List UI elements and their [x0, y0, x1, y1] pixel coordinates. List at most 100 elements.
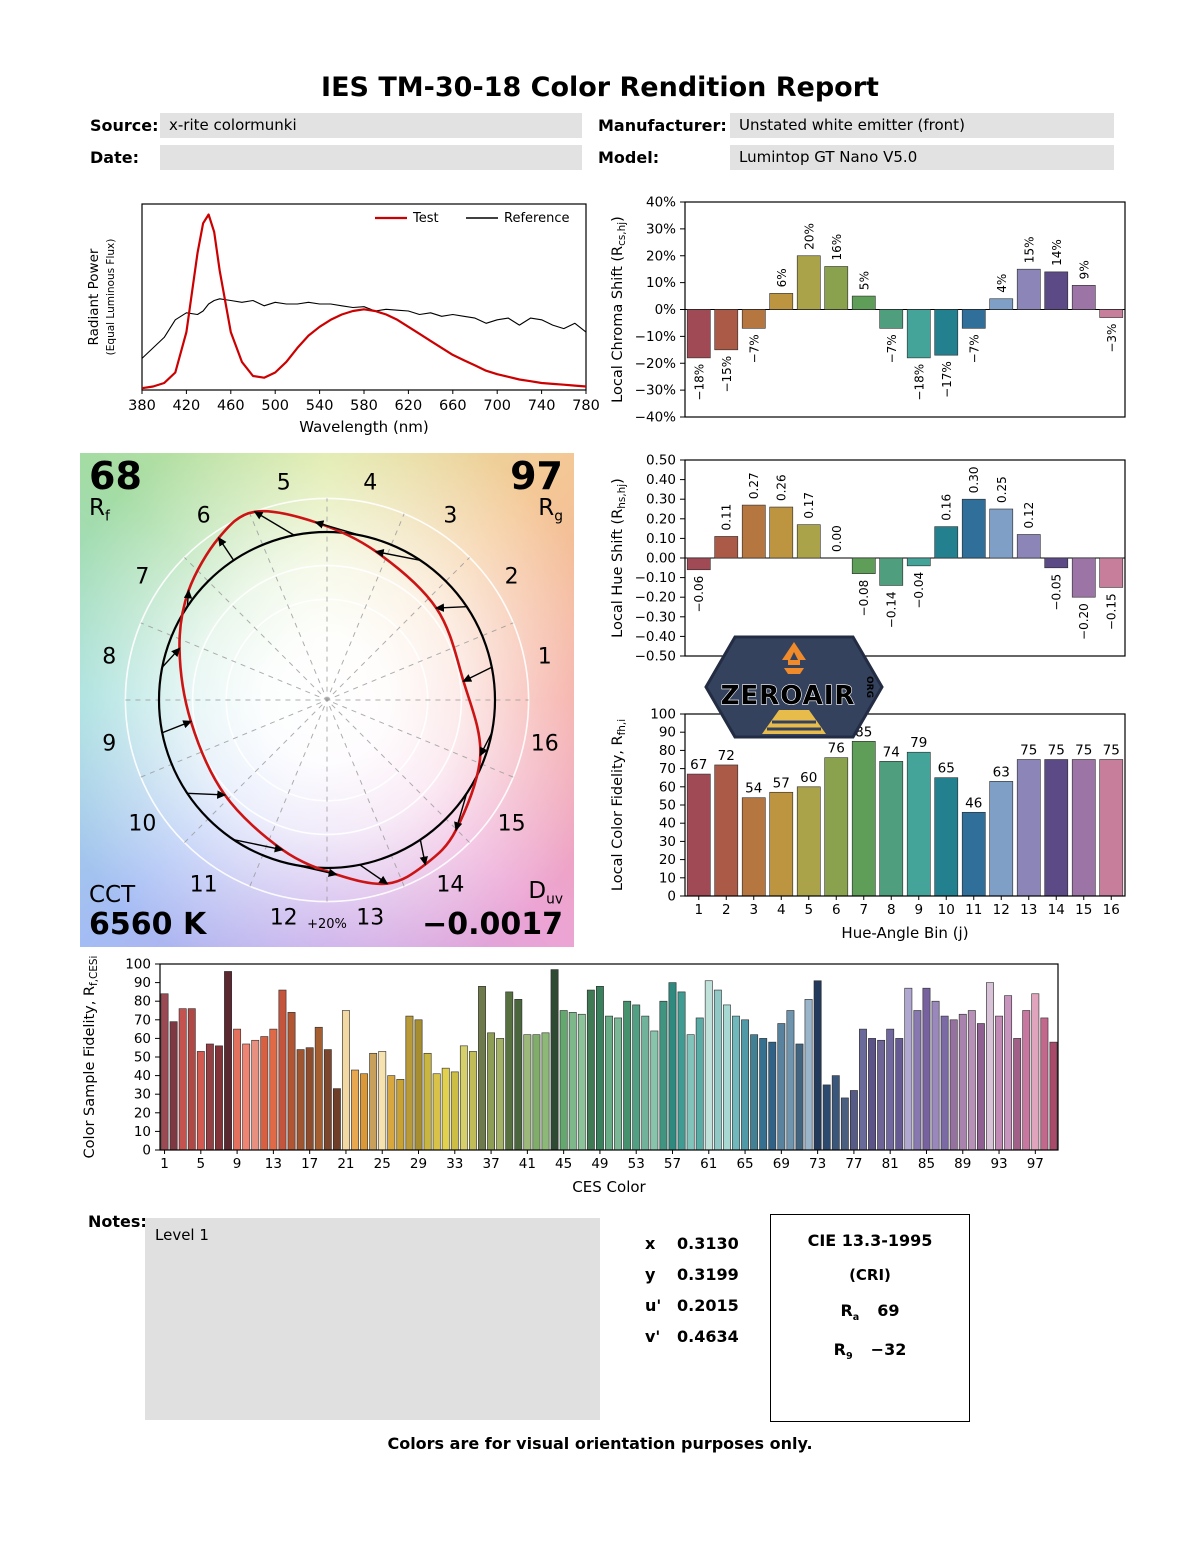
- svg-text:Test: Test: [412, 211, 439, 226]
- svg-text:75: 75: [1048, 743, 1065, 759]
- svg-text:69: 69: [773, 1156, 790, 1172]
- source-value-box: x-rite colormunki: [160, 113, 582, 138]
- svg-text:Wavelength (nm): Wavelength (nm): [299, 418, 429, 436]
- svg-text:6: 6: [197, 503, 211, 528]
- svg-text:6%: 6%: [775, 268, 789, 287]
- svg-text:780: 780: [572, 398, 600, 414]
- svg-text:85: 85: [918, 1156, 935, 1172]
- rf-value: 68: [89, 454, 142, 498]
- svg-text:15: 15: [1075, 902, 1092, 918]
- svg-text:0%: 0%: [655, 302, 677, 318]
- svg-text:460: 460: [217, 398, 245, 414]
- svg-text:−18%: −18%: [912, 364, 926, 401]
- svg-text:60: 60: [134, 1031, 151, 1047]
- svg-text:−0.06: −0.06: [692, 576, 706, 613]
- notes-box: Level 1: [145, 1218, 600, 1420]
- svg-text:540: 540: [306, 398, 334, 414]
- svg-text:100: 100: [125, 957, 151, 973]
- svg-text:9: 9: [233, 1156, 242, 1172]
- svg-text:−0.20: −0.20: [1077, 603, 1091, 640]
- svg-text:Hue-Angle Bin (j): Hue-Angle Bin (j): [841, 924, 968, 942]
- cri-ra-value: 69: [877, 1301, 900, 1320]
- svg-text:10: 10: [938, 902, 955, 918]
- svg-text:500: 500: [261, 398, 289, 414]
- svg-text:40%: 40%: [646, 195, 676, 211]
- svg-text:61: 61: [700, 1156, 717, 1172]
- svg-text:0.11: 0.11: [720, 504, 734, 531]
- svg-text:2: 2: [505, 565, 519, 590]
- svg-text:2: 2: [722, 902, 731, 918]
- svg-text:60: 60: [800, 770, 817, 786]
- svg-text:0: 0: [142, 1143, 151, 1159]
- svg-text:Radiant Power: Radiant Power: [86, 248, 102, 345]
- svg-text:CES Color: CES Color: [572, 1178, 646, 1196]
- svg-text:−0.15: −0.15: [1105, 593, 1119, 630]
- svg-text:0.25: 0.25: [995, 476, 1009, 503]
- svg-text:21: 21: [337, 1156, 354, 1172]
- chromaticity-row-u: u' 0.2015: [645, 1296, 739, 1315]
- svg-text:30: 30: [659, 834, 676, 850]
- svg-text:40: 40: [134, 1068, 151, 1084]
- svg-text:0.12: 0.12: [1022, 502, 1036, 529]
- svg-text:0.30: 0.30: [646, 492, 676, 508]
- cri-ra-row: Ra 69: [771, 1301, 969, 1323]
- svg-text:40: 40: [659, 816, 676, 832]
- svg-text:93: 93: [990, 1156, 1007, 1172]
- model-value: Lumintop GT Nano V5.0: [739, 148, 918, 166]
- svg-text:8: 8: [102, 645, 116, 670]
- svg-text:0.26: 0.26: [775, 474, 789, 501]
- svg-text:−0.50: −0.50: [635, 649, 676, 665]
- model-label: Model:: [598, 148, 660, 167]
- cri-r9-label: R9: [833, 1340, 853, 1363]
- svg-text:−18%: −18%: [692, 364, 706, 401]
- local-chroma-shift-chart: 40% 30% 20% 10% 0% −10% −20% −30% −40% −18% −15% −7…: [610, 195, 1126, 426]
- svg-text:−20%: −20%: [635, 356, 676, 372]
- chromaticity-u-value: 0.2015: [677, 1296, 739, 1315]
- svg-text:−7%: −7%: [747, 334, 761, 363]
- svg-text:5: 5: [197, 1156, 206, 1172]
- rf-label: Rf: [89, 495, 110, 525]
- svg-text:11: 11: [965, 902, 982, 918]
- footer-note: Colors are for visual orientation purpos…: [387, 1434, 813, 1453]
- chromaticity-table: x 0.3130 y 0.3199 u' 0.2015 v' 0.4634: [645, 1234, 739, 1358]
- svg-text:33: 33: [446, 1156, 463, 1172]
- svg-text:54: 54: [745, 781, 762, 797]
- cct-value: 6560 K: [89, 907, 207, 942]
- svg-text:−0.05: −0.05: [1050, 574, 1064, 611]
- rg-label: Rg: [538, 495, 563, 525]
- date-label: Date:: [90, 148, 139, 167]
- svg-text:76: 76: [828, 741, 845, 757]
- svg-text:−0.40: −0.40: [635, 629, 676, 645]
- source-label: Source:: [90, 116, 159, 135]
- svg-text:75: 75: [1075, 743, 1092, 759]
- svg-text:10: 10: [659, 870, 676, 886]
- svg-text:90: 90: [659, 725, 676, 741]
- svg-text:53: 53: [628, 1156, 645, 1172]
- svg-text:16: 16: [1103, 902, 1120, 918]
- svg-text:17: 17: [301, 1156, 318, 1172]
- svg-text:80: 80: [134, 994, 151, 1010]
- svg-text:50: 50: [134, 1050, 151, 1066]
- svg-text:−7%: −7%: [885, 334, 899, 363]
- cri-r9-value: −32: [870, 1340, 907, 1360]
- svg-text:4%: 4%: [995, 274, 1009, 293]
- svg-text:0: 0: [667, 889, 676, 905]
- svg-text:49: 49: [591, 1156, 608, 1172]
- svg-text:67: 67: [690, 757, 707, 773]
- svg-text:11: 11: [190, 873, 218, 898]
- cri-box: CIE 13.3-1995 (CRI) Ra 69 R9 −32: [770, 1214, 970, 1422]
- svg-text:9%: 9%: [1077, 260, 1091, 279]
- svg-text:72: 72: [718, 748, 735, 764]
- svg-text:5%: 5%: [857, 271, 871, 290]
- model-value-box: Lumintop GT Nano V5.0: [730, 145, 1114, 170]
- svg-text:50: 50: [659, 798, 676, 814]
- svg-text:57: 57: [773, 775, 790, 791]
- manufacturer-value: Unstated white emitter (front): [739, 116, 965, 134]
- chromaticity-row-x: x 0.3130: [645, 1234, 739, 1253]
- svg-text:0.10: 0.10: [646, 531, 676, 547]
- svg-text:0.20: 0.20: [646, 511, 676, 527]
